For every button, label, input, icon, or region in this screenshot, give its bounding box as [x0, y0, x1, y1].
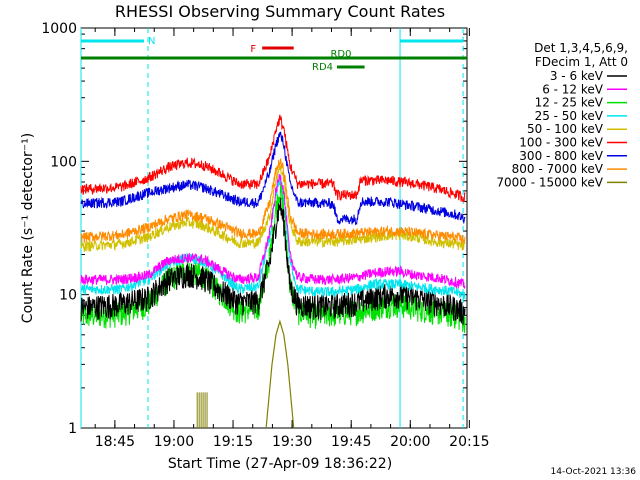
legend-label: 3 - 6 keV — [550, 69, 604, 83]
series-line-800-7000-kev — [80, 158, 466, 244]
legend-label: 800 - 7000 keV — [512, 162, 604, 176]
y-tick-labels: 1 10 100 1000 — [41, 21, 77, 437]
series-line-7000-15000-kev — [265, 319, 295, 429]
series-line-50-100-kev — [80, 165, 466, 253]
flag-label: F — [250, 44, 256, 55]
observing-flags: N F RD0 RD4 — [81, 36, 467, 73]
legend-header-line-2: FDecim 1, Att 0 — [535, 55, 628, 69]
x-tick-label: 19:45 — [331, 434, 371, 450]
x-tick-label: 18:45 — [95, 434, 135, 450]
series-line-6-12-kev — [80, 173, 466, 290]
legend-label: 7000 - 15000 keV — [496, 175, 603, 189]
y-axis-label: Count Rate (s⁻¹ detector⁻¹) — [20, 133, 36, 323]
legend-header-line-1: Det 1,3,4,5,6,9, — [534, 41, 628, 55]
legend-label: 25 - 50 keV — [535, 109, 604, 123]
x-axis-label: Start Time (27-Apr-09 18:36:22) — [168, 456, 392, 472]
y-tick-label: 1000 — [41, 21, 77, 37]
generation-timestamp: 14-Oct-2021 13:36 — [551, 467, 637, 477]
legend-label: 6 - 12 keV — [542, 82, 604, 96]
legend-label: 100 - 300 keV — [519, 136, 603, 150]
x-tick-label: 19:15 — [213, 434, 253, 450]
y-tick-label: 1 — [68, 421, 77, 437]
legend-label: 50 - 100 keV — [527, 122, 604, 136]
y-tick-label: 10 — [59, 288, 77, 304]
flag-label: RD4 — [312, 62, 333, 73]
y-tick-label: 100 — [50, 154, 77, 170]
chart-title: RHESSI Observing Summary Count Rates — [115, 2, 445, 21]
x-tick-label: 20:00 — [390, 434, 430, 450]
x-tick-labels: 18:45 19:00 19:15 19:30 19:45 20:00 20:15 — [95, 434, 490, 450]
flag-label: RD0 — [330, 49, 351, 60]
x-tick-label: 19:30 — [272, 434, 312, 450]
x-tick-label: 20:15 — [449, 434, 489, 450]
count-rate-series — [80, 114, 466, 429]
series-line-300-800-kev — [80, 131, 466, 226]
flag-label: N — [148, 36, 155, 47]
legend: Det 1,3,4,5,6,9, FDecim 1, Att 0 3 - 6 k… — [496, 41, 628, 189]
legend-label: 300 - 800 keV — [519, 149, 603, 163]
x-tick-label: 19:00 — [154, 434, 194, 450]
legend-label: 12 - 25 keV — [535, 96, 604, 110]
series-line-100-300-kev — [80, 114, 466, 203]
